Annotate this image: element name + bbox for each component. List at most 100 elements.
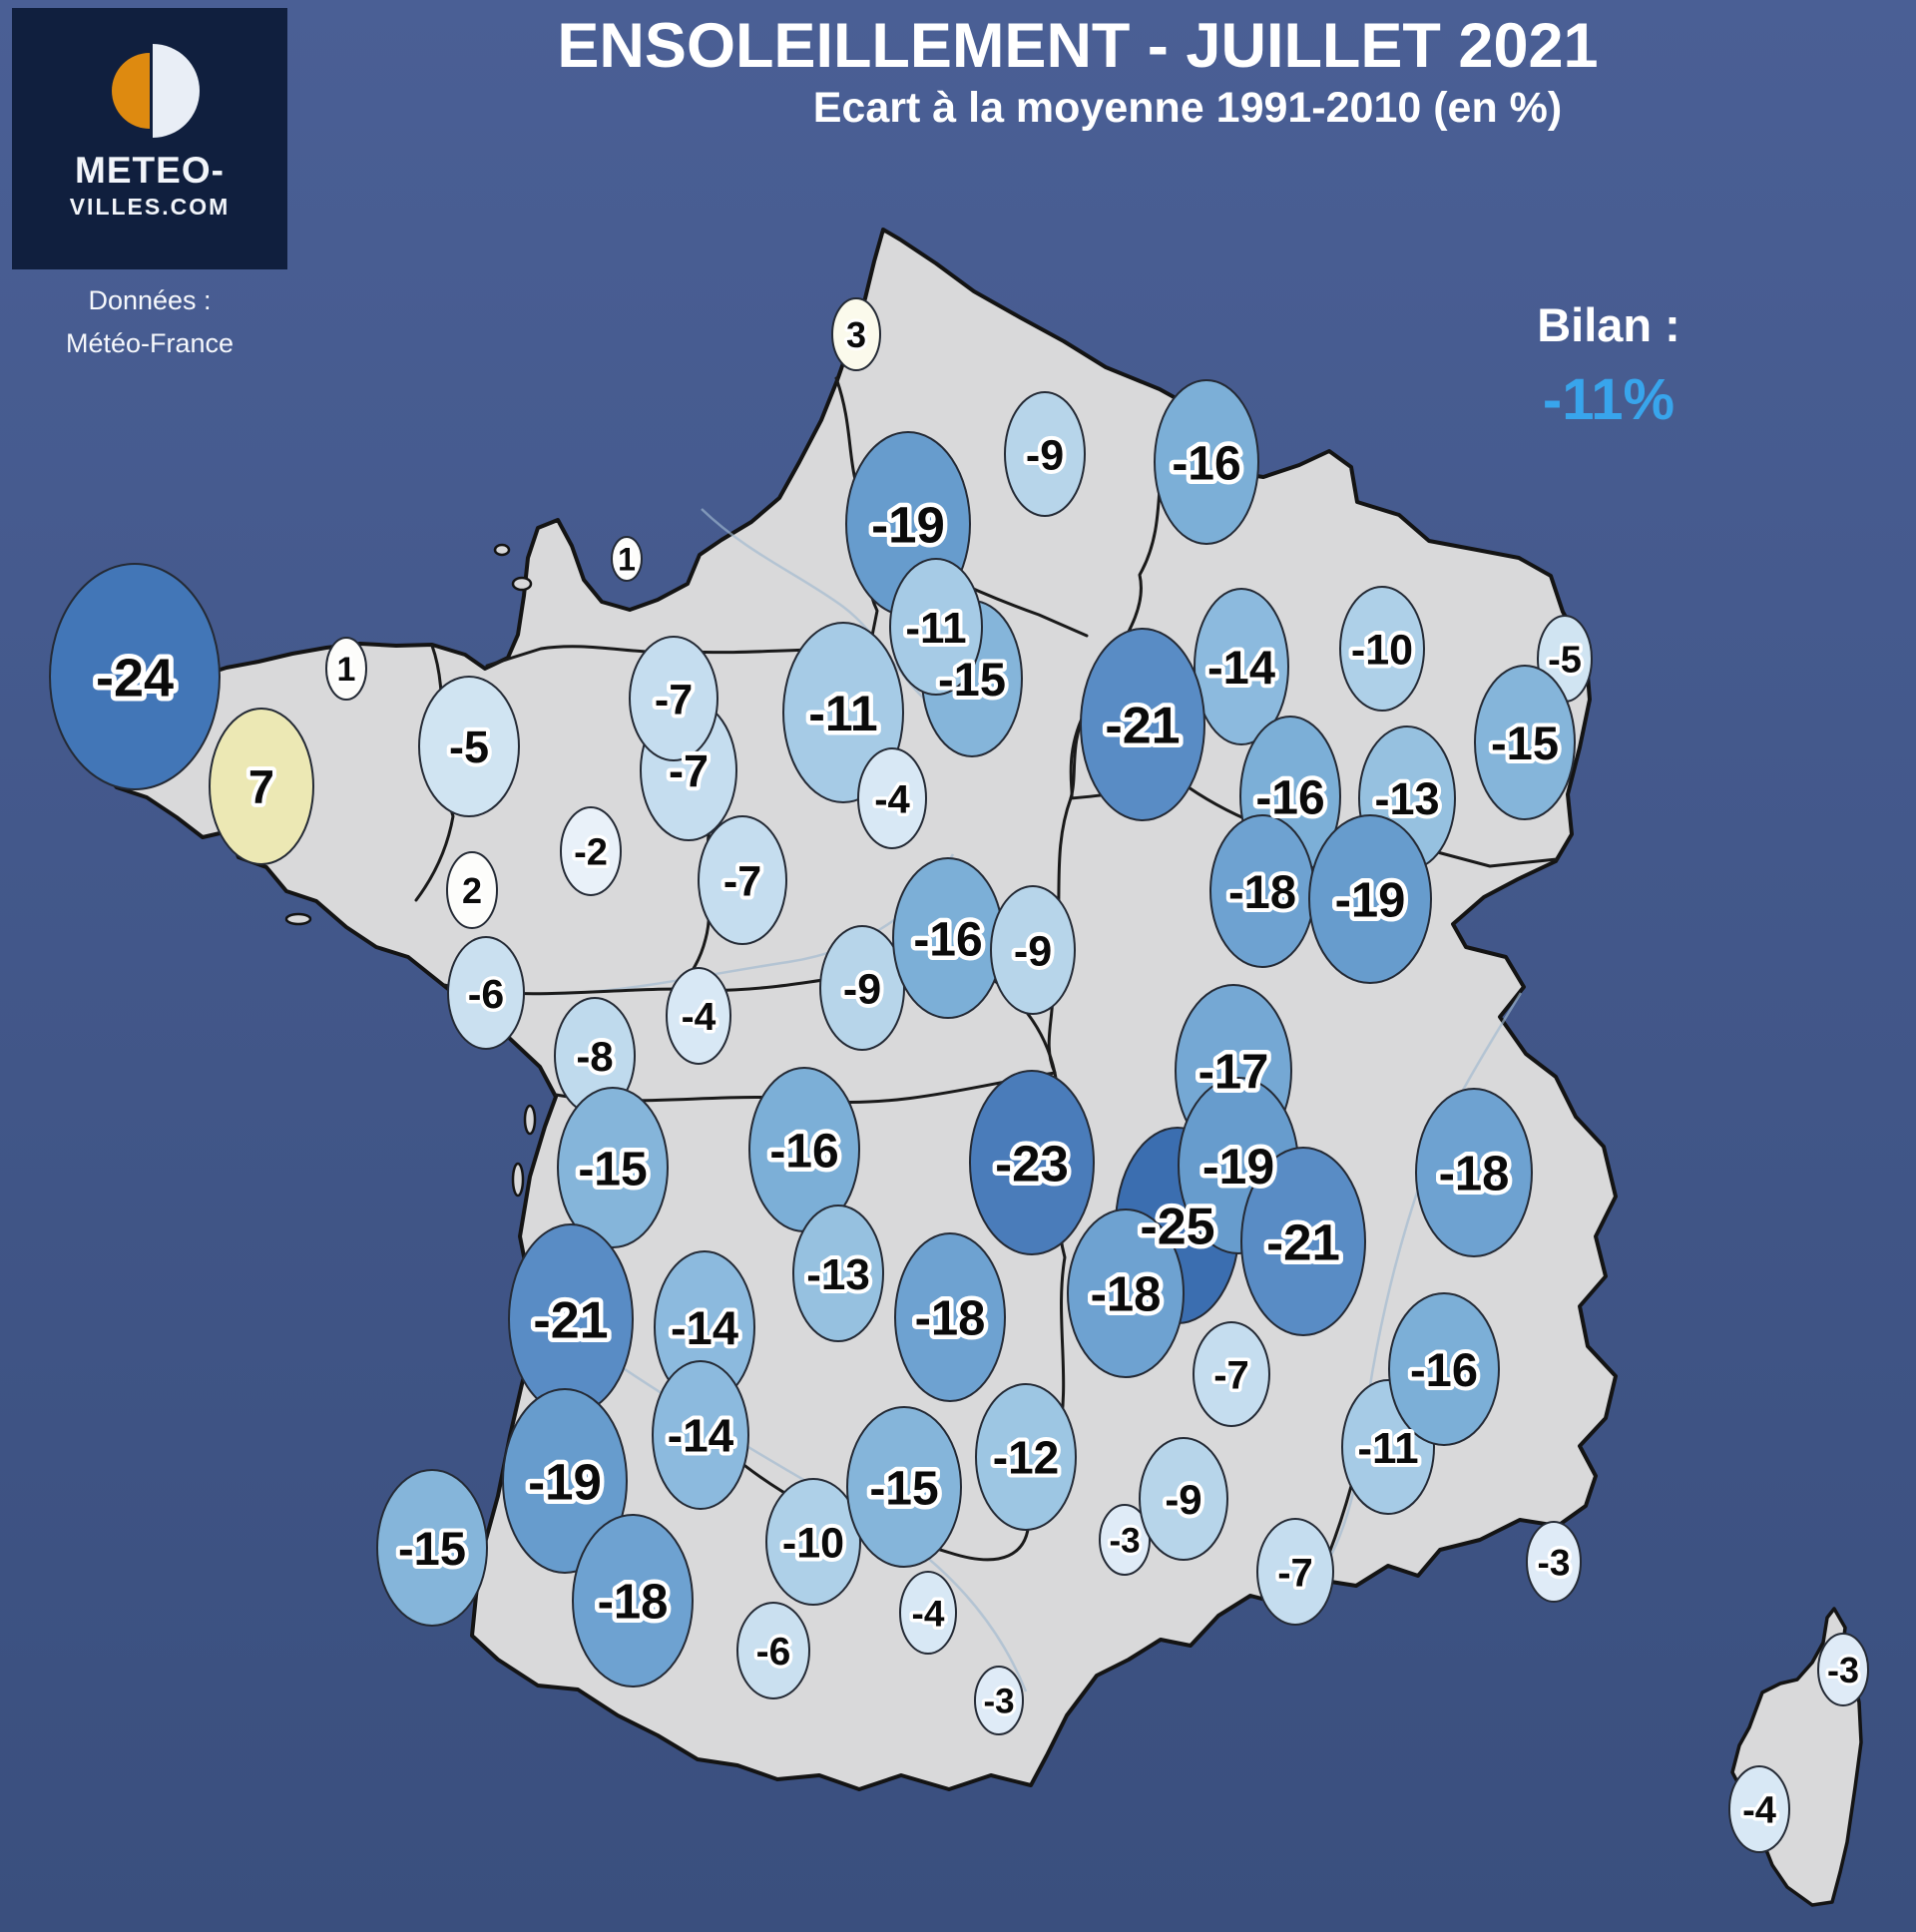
bubble-value-label: -3 (1827, 1650, 1859, 1690)
value-bubble (611, 536, 643, 582)
bubble-value-label: -7 (1277, 1551, 1313, 1595)
value-bubble (1728, 1765, 1790, 1853)
value-bubble (572, 1514, 694, 1688)
bubble-value-label: -21 (1105, 698, 1180, 755)
bubble-value-label: -4 (1742, 1790, 1776, 1832)
data-source-credit: Données : Météo-France (12, 279, 287, 365)
bubble-value-label: -23 (995, 1135, 1069, 1192)
bubble-value-label: -12 (993, 1432, 1059, 1484)
bubble-value-label: -19 (1335, 874, 1406, 928)
bubble-value-label: -4 (682, 996, 717, 1039)
bubble-value-label: -11 (808, 686, 878, 741)
bubble-value-label: -21 (533, 1292, 608, 1350)
bubble-value-label: -15 (1491, 717, 1559, 769)
value-bubble (792, 1205, 884, 1342)
value-bubble (894, 1232, 1006, 1402)
value-bubble (1388, 1292, 1500, 1446)
logo-text-line2: VILLES.COM (69, 194, 231, 220)
value-bubble (1339, 586, 1425, 712)
bubble-value-label: 1 (337, 651, 356, 689)
bubble-value-label: -24 (96, 648, 174, 708)
bubble-value-label: -21 (1266, 1213, 1340, 1270)
bubble-value-label: -7 (655, 676, 693, 724)
bubble-value-label: -16 (1410, 1343, 1478, 1396)
bubble-value-label: -9 (1165, 1476, 1201, 1523)
bubble-value-label: -19 (1202, 1139, 1274, 1195)
bubble-value-label: -7 (669, 745, 709, 796)
value-bubble (560, 806, 622, 896)
bilan-value: -11% (1542, 367, 1676, 432)
bubble-value-label: -19 (528, 1453, 602, 1510)
value-bubble (1415, 1088, 1533, 1257)
bubble-value-label: -13 (806, 1250, 870, 1299)
value-bubble (1080, 628, 1205, 821)
bubble-value-label: -2 (574, 832, 608, 874)
bubble-value-label: 1 (618, 542, 636, 578)
bubble-value-label: -11 (1357, 1424, 1418, 1473)
bubble-value-label: 3 (846, 314, 866, 355)
bubble-value-label: -25 (1140, 1199, 1214, 1256)
value-bubble (1308, 814, 1432, 984)
bubble-value-label: -19 (871, 496, 945, 553)
islands (284, 543, 537, 1198)
value-bubble (652, 1360, 749, 1510)
value-bubble (975, 1383, 1077, 1531)
bubble-value-label: -15 (398, 1522, 466, 1575)
value-bubble (1193, 1321, 1270, 1427)
bubble-value-label: -18 (1228, 865, 1296, 918)
value-bubble (209, 708, 314, 865)
value-bubble (1240, 1147, 1366, 1336)
value-bubble (418, 676, 520, 817)
bubble-value-label: -18 (915, 1292, 986, 1346)
map-title: ENSOLEILLEMENT - JUILLET 2021 (557, 11, 1599, 81)
bubble-value-label: -5 (1548, 640, 1582, 682)
value-bubble (1817, 1633, 1869, 1706)
value-bubble (698, 815, 787, 945)
value-bubble (969, 1070, 1095, 1255)
value-bubble (502, 1388, 628, 1574)
bubble-value-label: -11 (905, 604, 966, 653)
value-bubble (736, 1602, 810, 1699)
bubble-value-label: -17 (1198, 1046, 1269, 1100)
source-line1: Données : (88, 285, 212, 315)
bubble-value-label: -13 (1374, 773, 1439, 824)
bubble-value-label: -15 (578, 1143, 647, 1196)
bubble-value-label: -5 (449, 722, 489, 772)
bubble-value-label: -16 (1255, 771, 1324, 824)
bubble-value-label: -4 (874, 777, 910, 821)
bubble-value-label: -9 (843, 965, 881, 1013)
value-labels: -24 17-531-9 -16-19-15-11-7-7 -11-4-14-21-1… (91, 311, 1862, 1835)
value-bubble (889, 558, 983, 696)
bubble-value-label: -18 (1439, 1148, 1510, 1202)
value-bubble (831, 297, 881, 371)
source-line2: Météo-France (65, 328, 235, 359)
value-bubble (899, 1571, 957, 1655)
bubble-value-label: -14 (668, 1410, 734, 1462)
bilan-label: Bilan : (1537, 298, 1680, 351)
value-bubble (447, 936, 525, 1050)
value-bubble (557, 1087, 669, 1248)
bubble-value-label: -18 (1091, 1268, 1162, 1322)
bubble-value-label: -3 (983, 1683, 1014, 1721)
value-bubbles (49, 297, 1869, 1853)
value-bubble (1194, 588, 1289, 745)
meteo-villes-logo: METEO- VILLES.COM (12, 8, 287, 269)
bubble-value-label: -18 (598, 1576, 669, 1630)
value-bubble (629, 636, 718, 761)
value-bubble (857, 747, 927, 849)
value-bubble (846, 1406, 962, 1568)
value-bubble (1099, 1504, 1151, 1576)
sun-white-half (153, 44, 200, 138)
value-bubble (1139, 1437, 1228, 1561)
bubble-value-label: -7 (1213, 1353, 1249, 1397)
bubble-value-label: -6 (756, 1631, 791, 1674)
value-bubble (1526, 1521, 1582, 1603)
bubble-value-label: -15 (938, 653, 1006, 706)
bilan-summary: Bilan : -11% (1459, 297, 1758, 433)
value-bubble (765, 1478, 861, 1606)
bubble-value-label: -15 (869, 1462, 938, 1515)
logo-text-line1: METEO- (75, 150, 225, 191)
value-bubble (1004, 391, 1086, 517)
bubble-value-label: -16 (1172, 437, 1240, 490)
